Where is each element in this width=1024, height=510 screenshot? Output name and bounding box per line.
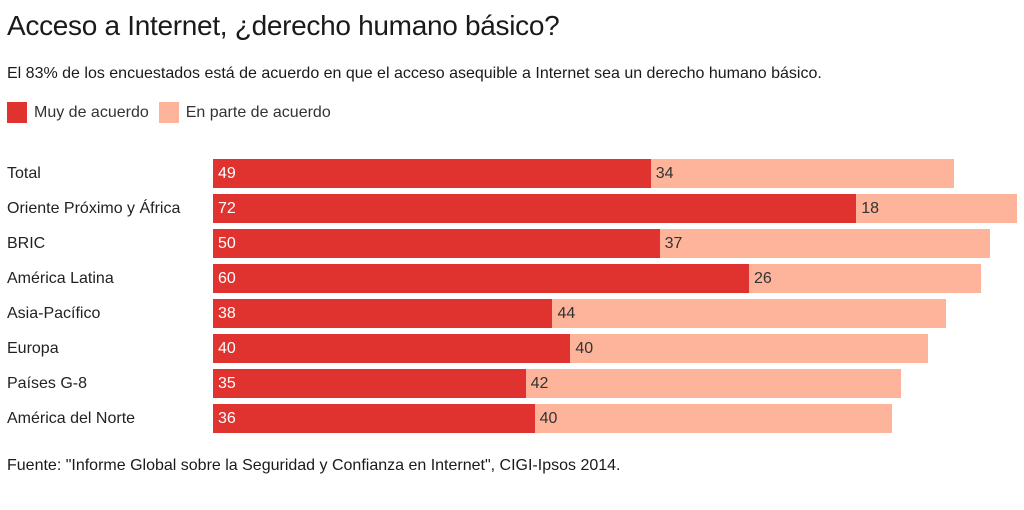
bar-en-parte-de-acuerdo-europa xyxy=(570,334,928,363)
chart-title: Acceso a Internet, ¿derecho humano básic… xyxy=(7,10,560,41)
bar-en-parte-de-acuerdo-america-del-norte xyxy=(534,404,892,433)
category-label-oriente-proximo-y-africa: Oriente Próximo y África xyxy=(7,200,181,217)
bar-muy-de-acuerdo-europa xyxy=(213,334,571,363)
value-label-en-parte-de-acuerdo-oriente-proximo-y-africa: 18 xyxy=(861,200,879,217)
category-label-paises-g-8: Países G-8 xyxy=(7,375,88,392)
bar-muy-de-acuerdo-america-latina xyxy=(213,264,749,293)
legend-swatch-en-parte-de-acuerdo xyxy=(158,102,179,123)
value-label-muy-de-acuerdo-america-del-norte: 36 xyxy=(218,410,236,427)
value-label-muy-de-acuerdo-total: 49 xyxy=(218,165,236,182)
bar-en-parte-de-acuerdo-paises-g-8 xyxy=(525,369,901,398)
legend-swatch-muy-de-acuerdo xyxy=(7,102,27,123)
source-note: Fuente: "Informe Global sobre la Segurid… xyxy=(7,457,621,474)
value-label-muy-de-acuerdo-asia-pacifico: 38 xyxy=(218,305,236,322)
bar-en-parte-de-acuerdo-asia-pacifico xyxy=(552,299,946,328)
bar-en-parte-de-acuerdo-america-latina xyxy=(749,264,982,293)
bar-en-parte-de-acuerdo-total xyxy=(650,159,955,188)
value-label-muy-de-acuerdo-bric: 50 xyxy=(218,235,236,252)
chart-subtitle: El 83% de los encuestados está de acuerd… xyxy=(7,65,822,82)
value-label-en-parte-de-acuerdo-europa: 40 xyxy=(575,340,594,357)
category-label-total: Total xyxy=(7,165,41,182)
bar-muy-de-acuerdo-paises-g-8 xyxy=(213,369,526,398)
bar-muy-de-acuerdo-oriente-proximo-y-africa xyxy=(213,194,857,223)
legend-label-en-parte-de-acuerdo: En parte de acuerdo xyxy=(185,103,331,121)
value-label-en-parte-de-acuerdo-total: 34 xyxy=(655,165,674,182)
value-label-en-parte-de-acuerdo-paises-g-8: 42 xyxy=(530,375,549,392)
legend-item-muy-de-acuerdo: Muy de acuerdo xyxy=(7,102,149,123)
bar-en-parte-de-acuerdo-bric xyxy=(659,229,991,258)
legend: Muy de acuerdo En parte de acuerdo xyxy=(7,102,341,123)
bar-en-parte-de-acuerdo-oriente-proximo-y-africa xyxy=(856,194,1017,223)
value-label-en-parte-de-acuerdo-bric: 37 xyxy=(664,235,683,252)
category-label-asia-pacifico: Asia-Pacífico xyxy=(7,305,101,322)
value-label-muy-de-acuerdo-paises-g-8: 35 xyxy=(218,375,236,392)
legend-item-en-parte-de-acuerdo: En parte de acuerdo xyxy=(158,102,331,123)
value-label-muy-de-acuerdo-america-latina: 60 xyxy=(218,270,236,287)
value-label-muy-de-acuerdo-europa: 40 xyxy=(218,340,236,357)
legend-label-muy-de-acuerdo: Muy de acuerdo xyxy=(34,103,149,121)
category-label-europa: Europa xyxy=(7,340,59,357)
category-label-bric: BRIC xyxy=(7,235,46,252)
category-label-america-del-norte: América del Norte xyxy=(7,410,136,427)
bar-muy-de-acuerdo-america-del-norte xyxy=(213,404,535,433)
bar-muy-de-acuerdo-asia-pacifico xyxy=(213,299,553,328)
bar-muy-de-acuerdo-total xyxy=(213,159,651,188)
bar-muy-de-acuerdo-bric xyxy=(213,229,660,258)
value-label-muy-de-acuerdo-oriente-proximo-y-africa: 72 xyxy=(218,200,236,217)
value-label-en-parte-de-acuerdo-america-del-norte: 40 xyxy=(539,410,558,427)
value-label-en-parte-de-acuerdo-asia-pacifico: 44 xyxy=(557,305,576,322)
category-label-america-latina: América Latina xyxy=(7,270,114,287)
value-label-en-parte-de-acuerdo-america-latina: 26 xyxy=(754,270,772,287)
